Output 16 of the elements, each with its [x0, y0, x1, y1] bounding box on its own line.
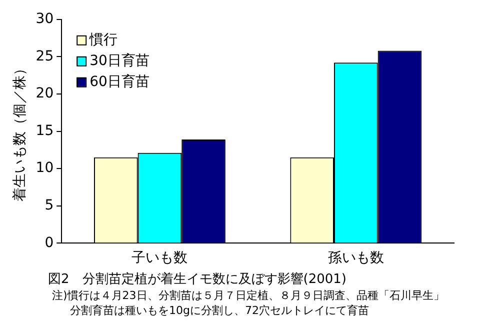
- text: 図2 分割苗定植が着生イモ数に及ぼす影響(2001): [48, 271, 348, 288]
- x-tick-label: 孫いも数: [328, 250, 384, 266]
- y-tick-label: 5: [44, 198, 54, 214]
- x-tick-label: 子いも数: [132, 250, 188, 266]
- text: 注)慣行は４月23日、分割苗は５月７日定植、８月９日調査、品種「石川早生」: [52, 288, 446, 303]
- text: 分割育苗は種いもを10gに分割し、72穴セルトレイにて育苗: [70, 303, 370, 318]
- y-tick-label: 30: [36, 11, 54, 28]
- y-tick-label: 25: [36, 48, 54, 64]
- y-tick-label: 15: [36, 122, 54, 139]
- legend-label: 慣行: [88, 32, 118, 48]
- y-tick-label: 0: [44, 234, 54, 251]
- legend-label: 30日育苗: [90, 52, 150, 70]
- y-tick-label: 20: [36, 86, 54, 102]
- y-axis-title: 着生いも数（個／株）: [12, 61, 28, 202]
- y-tick-label: 10: [36, 160, 54, 176]
- legend-label: 60日育苗: [90, 73, 150, 90]
